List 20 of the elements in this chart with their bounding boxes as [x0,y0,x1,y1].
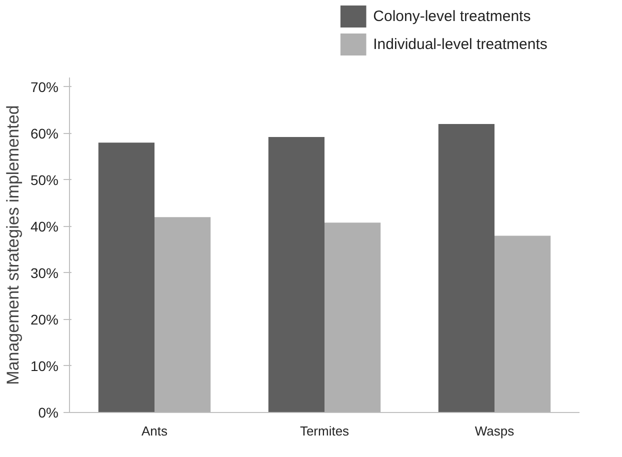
y-tick-label: 70% [30,78,59,95]
y-tick-label: 0% [38,404,58,420]
y-tick-label: 60% [30,125,59,142]
bar [268,137,324,412]
y-tick-label: 30% [30,264,59,281]
x-tick-label: Wasps [474,424,515,438]
y-tick-label: 50% [30,172,59,188]
y-tick-label: 40% [30,218,59,234]
y-axis-title: Management strategies implemented [3,105,22,385]
bar [154,217,211,412]
x-tick-label: Termites [300,424,350,438]
legend-label: Colony-level treatments [373,8,531,25]
legend-label: Individual-level treatments [373,36,548,53]
bar [98,142,154,412]
bar [494,236,551,412]
y-tick-label: 10% [30,358,59,374]
bar [324,222,381,412]
bar [438,124,494,412]
x-tick-label: Ants [141,424,168,438]
y-tick-label: 20% [30,311,59,328]
